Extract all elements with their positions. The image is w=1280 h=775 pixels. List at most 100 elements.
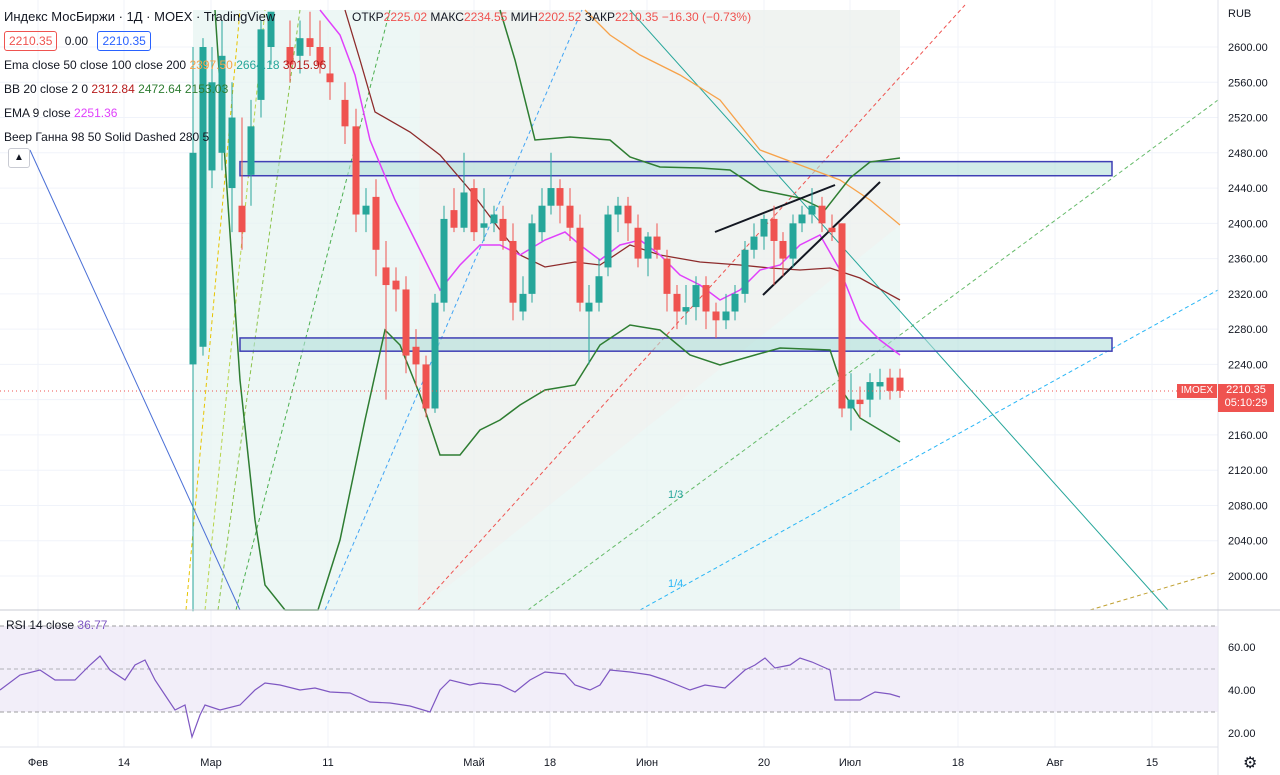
open-label: ОТКР [352,10,384,24]
rsi-axis[interactable]: 60.00 40.00 20.00 [1228,642,1256,740]
candle-body [490,214,498,224]
candle-body [556,188,564,206]
candle-body [644,236,652,259]
time-tick-label: Мар [200,757,222,769]
chart-legend: Индекс МосБиржи · 1Д · MOEX · TradingVie… [4,6,326,150]
candle-body [847,399,855,409]
sr-zone[interactable] [239,160,1113,177]
price-tick-label: 2240.00 [1228,359,1268,371]
time-axis[interactable]: Фев 14 Мар 11 Май 18 Июн 20 Июл 18 Авг 15 [28,757,1158,769]
candle-body [189,152,197,365]
candle-body [798,214,806,224]
ema9-label: EMA 9 close [4,106,71,120]
candle-body [624,205,632,224]
time-tick-label: 20 [758,757,770,769]
price-tick-label: 2520.00 [1228,113,1268,125]
price-tick-label: 2040.00 [1228,536,1268,548]
price-tick-label: 2480.00 [1228,148,1268,160]
price-timer-tag: 2210.35 05:10:29 [1218,384,1274,412]
price-tick-label: 2360.00 [1228,254,1268,266]
candle-body [663,258,671,294]
candle-body [750,236,758,250]
change-value: −16.30 (−0.73%) [661,10,752,24]
bar-timer: 05:10:29 [1224,397,1268,409]
candle-body [673,293,681,312]
candle-body [789,223,797,259]
ask-price-box[interactable]: 2210.35 [97,31,151,51]
candle-body [422,364,430,409]
gann-line-3 [217,9,301,611]
candle-body [856,399,864,405]
candle-body [760,218,768,237]
candles [189,11,904,612]
high-label: МАКС [430,10,464,24]
open-value: 2225.02 [383,10,428,24]
rsi-tick-label: 20.00 [1228,728,1256,740]
candle-body [838,223,846,409]
candle-body [352,126,360,215]
candle-body [392,280,400,290]
bb-lower-value: 2153.03 [184,82,229,96]
candle-body [316,47,324,65]
candle-body [604,214,612,268]
candle-body [306,38,314,47]
rsi-legend[interactable]: RSI 14 close 36.77 [6,618,107,632]
price-tick-label: 2160.00 [1228,430,1268,442]
candle-body [509,240,517,303]
candle-body [257,29,265,100]
candle-body [828,227,836,233]
candle-body [818,205,826,224]
price-tick-label: 2440.00 [1228,183,1268,195]
ema9-legend[interactable]: EMA 9 close 2251.36 [4,102,326,126]
candle-body [431,302,439,409]
candle-body [692,285,700,308]
candle-body [682,307,690,312]
rsi-tick-label: 40.00 [1228,685,1256,697]
bid-price-box[interactable]: 2210.35 [4,31,58,51]
ema-50-value: 2397.50 [189,58,233,72]
price-tick-label: 2600.00 [1228,42,1268,54]
candle-body [731,293,739,312]
gann-legend[interactable]: Веер Ганна 98 50 Solid Dashed 280 5 [4,126,326,150]
candle-body [267,11,275,47]
candle-body [886,377,894,391]
gann-fan-sector [418,10,900,610]
ohlc-readout: ОТКР2225.02 МАКС2234.55 МИН2202.52 ЗАКР2… [352,6,751,28]
candle-body [208,82,216,171]
candle-body [238,205,246,233]
candle-body [519,293,527,312]
bb-legend[interactable]: BB 20 close 2 0 2312.84 2472.64 2153.03 [4,78,326,102]
candle-body [741,249,749,294]
candle-body [896,377,904,391]
ema-legend[interactable]: Ema close 50 close 100 close 200 2397.50… [4,54,326,78]
candle-body [614,205,622,215]
candle-body [218,55,226,153]
candle-body [712,311,720,321]
time-tick-label: 18 [952,757,964,769]
candle-body [499,218,507,241]
candle-body [286,47,294,65]
fan-label-1-4: 1/4 [668,578,683,590]
price-tick-label: 2280.00 [1228,324,1268,336]
candle-body [296,38,304,56]
fan-label-1-3: 1/3 [668,489,683,501]
price-tick-label: 2400.00 [1228,218,1268,230]
gann-line-7 [527,99,1219,611]
collapse-legend-icon[interactable]: ▲ [8,148,30,168]
candle-body [440,218,448,303]
candle-body [576,227,584,303]
price-axis[interactable]: 2600.00 2560.00 2520.00 2480.00 2440.00 2400.… [1228,42,1268,583]
close-value: 2210.35 [614,10,659,24]
last-price-tag[interactable]: IMOEX 2210.35 05:10:29 [1177,384,1274,412]
time-tick-label: 15 [1146,757,1158,769]
sr-zone[interactable] [239,337,1113,352]
candle-body [402,289,410,356]
symbol-title[interactable]: Индекс МосБиржи · 1Д · MOEX · TradingVie… [4,9,276,24]
time-tick-label: Май [463,757,485,769]
trend-line-blue [29,149,241,611]
time-tick-label: Авг [1046,757,1063,769]
currency-label[interactable]: RUB [1228,8,1251,20]
gear-icon[interactable]: ⚙ [1243,755,1258,772]
ema-50-line [584,9,901,226]
